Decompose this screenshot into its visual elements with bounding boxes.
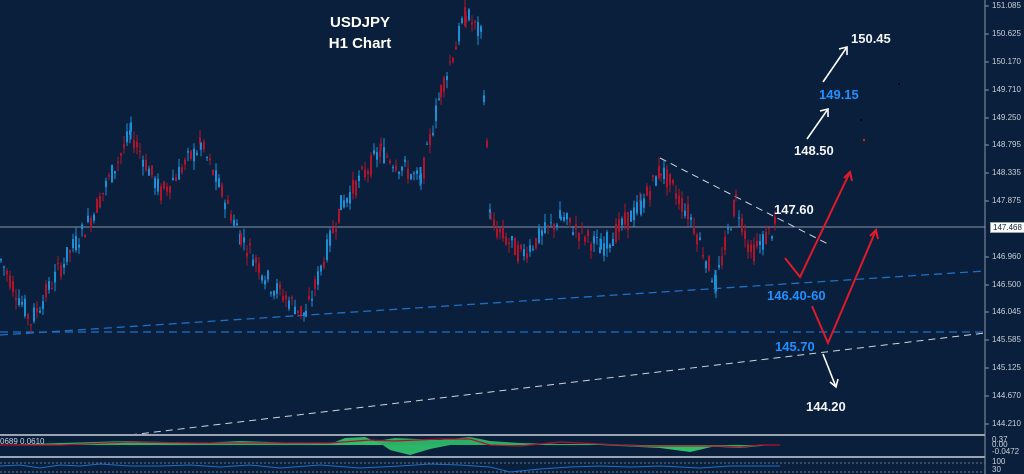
rsi-axis-bottom: 30 <box>992 465 1001 474</box>
price-tick: 148.795 <box>992 140 1021 149</box>
price-tick: 151.085 <box>992 1 1021 10</box>
target-label-149-15: 149.15 <box>819 87 859 102</box>
ascending-support-line <box>0 270 986 336</box>
price-tick: 149.250 <box>992 113 1021 122</box>
rsi-axis-top: 100 <box>992 457 1006 466</box>
target-arrow-149-15 <box>806 108 829 140</box>
oscillator-axis-top: 0.37 <box>992 435 1008 444</box>
target-arrow-150-45 <box>822 46 848 83</box>
current-price-tag: 147.468 <box>990 222 1024 233</box>
price-tick: 146.960 <box>992 252 1021 261</box>
support-label-146-40-60: 146.40-60 <box>767 288 826 303</box>
projection-arrow-head-2 <box>869 228 879 240</box>
target-label-150-45: 150.45 <box>851 31 891 46</box>
price-axis-ticks <box>985 5 989 425</box>
price-tick: 145.125 <box>992 363 1021 372</box>
price-tick: 144.670 <box>992 391 1021 400</box>
projection-path-2 <box>811 229 877 346</box>
candlestick-series <box>0 0 776 333</box>
price-tick: 146.500 <box>992 280 1021 289</box>
price-tick: 149.710 <box>992 85 1021 94</box>
oscillator-values-label: 0689 0.0610 <box>0 437 45 446</box>
price-tick: 148.335 <box>992 168 1021 177</box>
oscillator-axis-mid: 0.00 <box>992 440 1008 449</box>
oscillator-signal-line <box>0 438 780 448</box>
price-tick: 150.625 <box>992 29 1021 38</box>
price-tick: 150.170 <box>992 57 1021 66</box>
price-tick: 147.875 <box>992 196 1021 205</box>
target-arrow-144-20 <box>822 353 837 388</box>
rsi-line <box>0 463 780 473</box>
oscillator-axis-bottom: -0.0472 <box>992 447 1020 456</box>
projection-arrow-head-1 <box>843 170 853 182</box>
rsi-panel <box>0 462 985 473</box>
target-label-148-50: 148.50 <box>794 143 834 158</box>
timeframe-label: H1 Chart <box>328 35 392 52</box>
target-label-144-20: 144.20 <box>806 399 846 414</box>
symbol-label: USDJPY <box>329 14 391 31</box>
oscillator-histogram <box>0 437 780 455</box>
chart-title: USDJPY H1 Chart <box>310 12 410 54</box>
price-tick: 146.045 <box>992 307 1021 316</box>
price-tick: 145.585 <box>992 335 1021 344</box>
price-tick: 144.210 <box>992 419 1021 428</box>
descending-resistance-line <box>659 157 829 245</box>
resistance-label-147-60: 147.60 <box>774 202 814 217</box>
support-label-145-70: 145.70 <box>775 339 815 354</box>
projection-path-1 <box>784 171 851 279</box>
